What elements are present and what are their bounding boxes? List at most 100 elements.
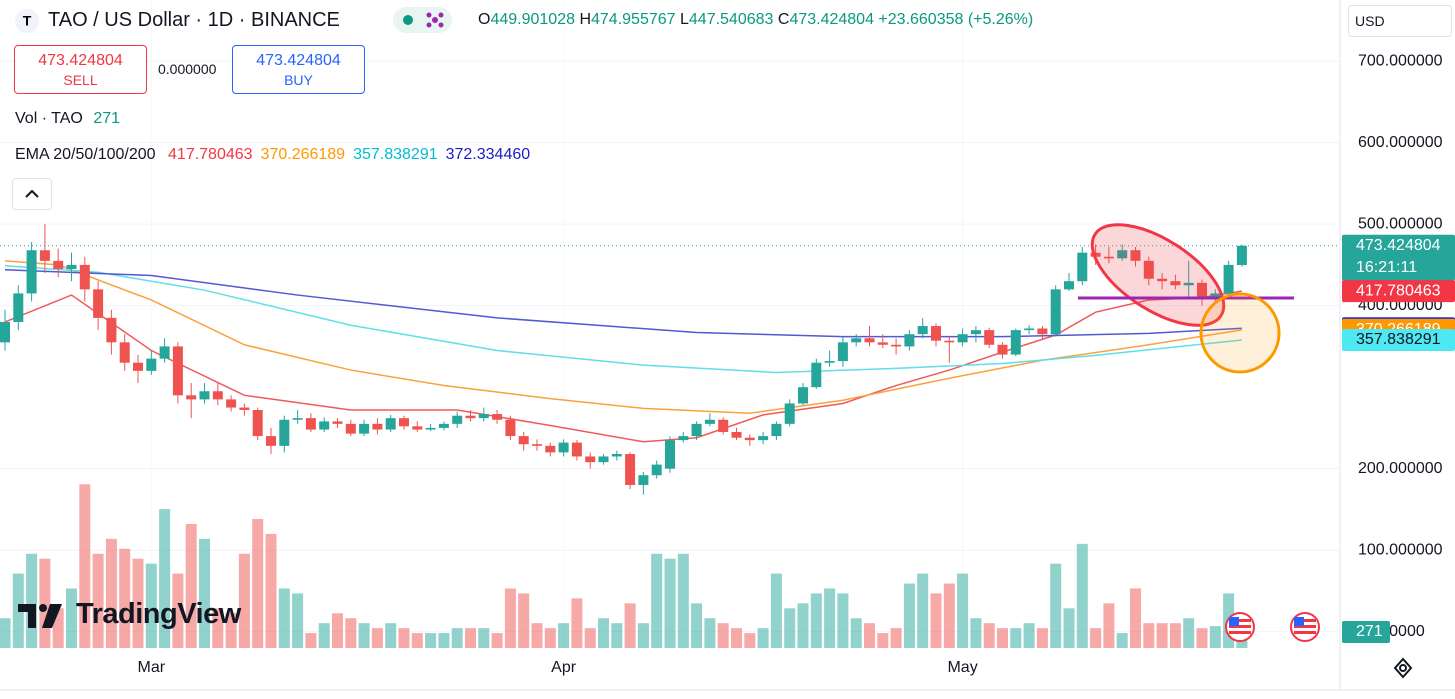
volume-bar [1236, 640, 1248, 648]
candle-body [731, 432, 742, 438]
candle-body [1064, 281, 1074, 290]
candle-body [944, 340, 955, 343]
legend-value: 271 [93, 110, 121, 127]
volume-bar [691, 603, 703, 648]
legend-value: 417.780463 [168, 146, 253, 163]
candle-body [558, 442, 569, 453]
candle-body [1090, 252, 1101, 257]
candle-body [611, 454, 622, 457]
volume-bar [292, 593, 304, 648]
ohlc-key: L [679, 11, 689, 28]
candle-body [345, 423, 356, 434]
volume-legend: Vol · TAO 271 [15, 109, 120, 129]
volume-bar [1183, 618, 1195, 648]
candle-body [1183, 282, 1194, 286]
volume-bar [717, 623, 729, 648]
volume-bar [1010, 628, 1022, 648]
annotations [1078, 223, 1294, 374]
candle-body [1130, 250, 1141, 261]
candle-body [172, 346, 183, 396]
plot-area [0, 224, 1340, 648]
volume-bar [1130, 588, 1141, 648]
candle-body [212, 391, 223, 400]
volume-bar [358, 623, 370, 648]
candle-body [452, 415, 463, 424]
candle-body [532, 444, 542, 446]
volume-bar [438, 633, 450, 648]
candle-body [1157, 278, 1168, 282]
candle-body [970, 330, 981, 335]
candle-body [758, 436, 769, 441]
currency-label: USD [1355, 13, 1385, 29]
volume-bar [797, 603, 809, 648]
candle-body [984, 330, 995, 345]
volume-bar [345, 618, 357, 648]
status-pill[interactable] [393, 7, 452, 33]
volume-bar [1103, 603, 1115, 648]
currency-dropdown[interactable]: USD [1348, 5, 1452, 37]
volume-bar [371, 628, 383, 648]
volume-bar [238, 553, 250, 648]
volume-bar [145, 563, 157, 648]
candle-body [492, 414, 503, 420]
y-tick-label: 700.000000 [1358, 52, 1443, 69]
candle-body [691, 423, 702, 437]
candle-body [266, 436, 276, 446]
sell-button[interactable]: 473.424804 SELL [14, 45, 147, 94]
candle-body [226, 399, 237, 408]
ohlc-row: O449.901028 H474.955767 L447.540683 C473… [478, 10, 1033, 30]
candle-body [26, 250, 37, 294]
volume-bar [159, 509, 171, 648]
volume-bar [491, 633, 503, 648]
buy-button[interactable]: 473.424804 BUY [232, 45, 365, 94]
y-tick-label: 100.000000 [1358, 541, 1443, 558]
candle-body [625, 454, 636, 485]
symbol-logo: T [14, 8, 40, 40]
volume-bar [810, 593, 822, 648]
countdown-label: 16:21:11 [1356, 259, 1417, 276]
price-label: 357.838291 [1356, 331, 1441, 348]
volume-bar [172, 573, 184, 648]
volume-bar [1143, 623, 1155, 648]
settings-icon[interactable] [1393, 657, 1413, 679]
volume-bar [278, 588, 290, 648]
candle-body [1077, 252, 1088, 282]
volume-bar [850, 618, 862, 648]
candle-body [1117, 250, 1128, 259]
volume-bar [1090, 628, 1102, 648]
buy-price: 473.424804 [256, 52, 341, 69]
candle-body [1010, 330, 1021, 355]
candle-body [66, 264, 77, 269]
candle-body [13, 293, 24, 322]
candle-body [718, 419, 729, 432]
volume-bar [757, 628, 769, 648]
volume-bar [744, 633, 756, 648]
volume-bar [1209, 626, 1221, 648]
candle-body [771, 423, 782, 437]
volume-bar [930, 593, 942, 648]
volume-bar [864, 623, 875, 648]
candle-body [146, 358, 157, 371]
x-tick-label: Apr [551, 659, 577, 676]
candle-body [106, 317, 117, 343]
candle-body [478, 414, 489, 419]
ohlc-key: H [579, 11, 591, 28]
volume-bar [1196, 628, 1208, 648]
symbol-title: TAO / US Dollar · 1D · BINANCE [48, 9, 340, 31]
candle-body [39, 250, 50, 261]
candle-body [798, 387, 808, 404]
candle-body [292, 418, 303, 420]
volume-bar [917, 573, 929, 648]
candle-body [79, 264, 90, 290]
volume-bar [1050, 563, 1062, 648]
candle-body [0, 321, 10, 343]
x-tick-label: May [947, 659, 977, 676]
volume-bar [584, 628, 596, 648]
legend-value: 357.838291 [353, 146, 438, 163]
candle-body [864, 338, 875, 343]
candle-body [744, 437, 755, 441]
collapse-button[interactable] [12, 178, 52, 210]
volume-bar [997, 628, 1008, 648]
volume-bar [624, 603, 636, 648]
volume-bar [478, 628, 490, 648]
